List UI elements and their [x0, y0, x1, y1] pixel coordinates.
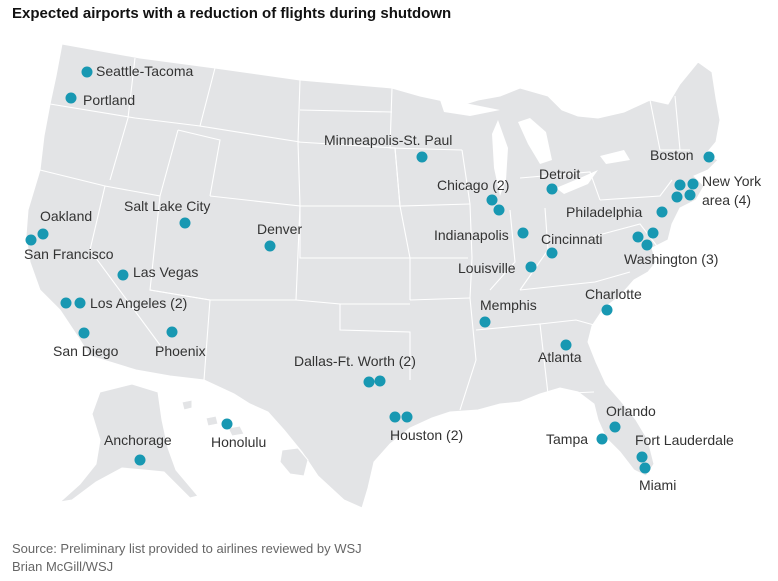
marker-las-vegas [117, 269, 129, 281]
label-las-vegas: Las Vegas [133, 264, 198, 280]
label-san-diego: San Diego [53, 343, 119, 359]
label-anchorage: Anchorage [104, 432, 172, 448]
marker-portland [65, 92, 77, 104]
footer: Source: Preliminary list provided to air… [12, 540, 362, 576]
marker-anchorage [134, 454, 146, 466]
label-miami: Miami [639, 477, 676, 493]
marker-seattle [81, 66, 93, 78]
label-philadelphia: Philadelphia [566, 204, 642, 220]
label-salt-lake-city: Salt Lake City [124, 198, 210, 214]
marker-phoenix [166, 326, 178, 338]
label-oakland: Oakland [40, 208, 92, 224]
label-portland: Portland [83, 92, 135, 108]
marker-denver [264, 240, 276, 252]
marker-new-york-2 [687, 178, 699, 190]
label-minneapolis: Minneapolis-St. Paul [324, 132, 452, 148]
label-los-angeles: Los Angeles (2) [90, 295, 187, 311]
map-title: Expected airports with a reduction of fl… [12, 5, 452, 22]
marker-chicago-2 [493, 204, 505, 216]
marker-memphis [479, 316, 491, 328]
marker-los-angeles-1 [60, 297, 72, 309]
label-cincinnati: Cincinnati [541, 231, 602, 247]
label-atlanta: Atlanta [538, 349, 582, 365]
marker-salt-lake-city [179, 217, 191, 229]
marker-louisville [525, 261, 537, 273]
label-new-york-line1: New York [702, 173, 762, 189]
label-indianapolis: Indianapolis [434, 227, 509, 243]
label-memphis: Memphis [480, 297, 537, 313]
label-tampa: Tampa [546, 431, 588, 447]
label-louisville: Louisville [458, 260, 516, 276]
label-chicago: Chicago (2) [437, 177, 509, 193]
state-borders [39, 57, 690, 411]
marker-houston-1 [389, 411, 401, 423]
great-lakes [440, 100, 630, 196]
marker-washington-2 [647, 227, 659, 239]
marker-san-francisco [25, 234, 37, 246]
hawaii-shape [181, 399, 309, 477]
marker-new-york-3 [671, 191, 683, 203]
source-note: Source: Preliminary list provided to air… [12, 541, 362, 556]
marker-orlando [609, 421, 621, 433]
marker-indianapolis [517, 227, 529, 239]
marker-charlotte [601, 304, 613, 316]
marker-los-angeles-2 [74, 297, 86, 309]
marker-washington-3 [641, 239, 653, 251]
marker-dallas-1 [363, 376, 375, 388]
marker-chicago-1 [486, 194, 498, 206]
label-boston: Boston [650, 147, 694, 163]
marker-oakland [37, 228, 49, 240]
label-washington: Washington (3) [624, 251, 718, 267]
airport-labels: Seattle-Tacoma Portland Oakland San Fran… [24, 63, 762, 493]
marker-fort-lauderdale [636, 451, 648, 463]
credit-note: Brian McGill/WSJ [12, 559, 114, 574]
label-orlando: Orlando [606, 403, 656, 419]
marker-atlanta [560, 339, 572, 351]
label-san-francisco: San Francisco [24, 246, 114, 262]
label-seattle: Seattle-Tacoma [96, 63, 193, 79]
marker-new-york-1 [674, 179, 686, 191]
marker-houston-2 [401, 411, 413, 423]
marker-miami [639, 462, 651, 474]
label-detroit: Detroit [539, 166, 580, 182]
marker-tampa [596, 433, 608, 445]
marker-honolulu [221, 418, 233, 430]
label-charlotte: Charlotte [585, 286, 642, 302]
marker-new-york-4 [684, 189, 696, 201]
label-houston: Houston (2) [390, 427, 463, 443]
label-phoenix: Phoenix [155, 343, 206, 359]
marker-cincinnati [546, 247, 558, 259]
label-new-york-line2: area (4) [702, 192, 751, 208]
airport-markers [25, 66, 715, 474]
marker-detroit [546, 183, 558, 195]
label-dallas: Dallas-Ft. Worth (2) [294, 353, 416, 369]
marker-washington-1 [632, 231, 644, 243]
marker-minneapolis [416, 151, 428, 163]
label-denver: Denver [257, 221, 302, 237]
marker-philadelphia [656, 206, 668, 218]
marker-san-diego [78, 327, 90, 339]
marker-dallas-2 [374, 375, 386, 387]
marker-boston [703, 151, 715, 163]
alaska-shape [58, 383, 199, 503]
label-honolulu: Honolulu [211, 434, 266, 450]
label-fort-lauderdale: Fort Lauderdale [635, 432, 734, 448]
